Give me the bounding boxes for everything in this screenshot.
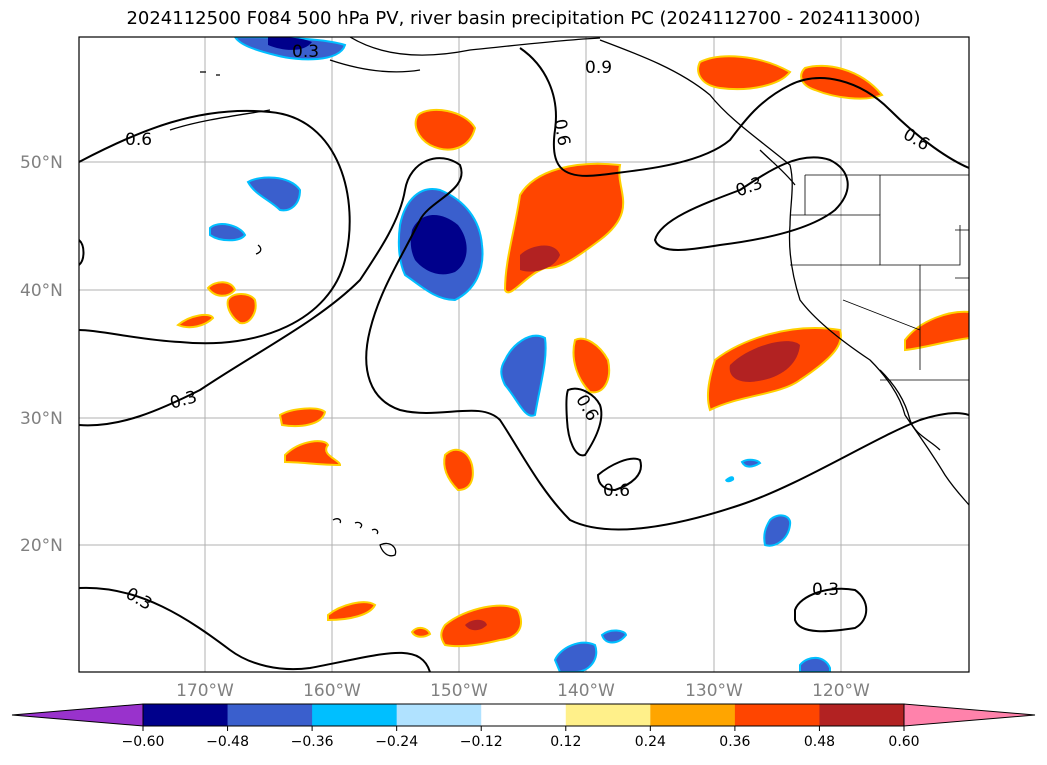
positive-region	[278, 407, 327, 428]
contour-label: 0.6	[125, 130, 152, 150]
contour-label: 0.9	[585, 58, 612, 78]
colorbar-swatch	[565, 704, 651, 726]
colorbar-tick-label: −0.60	[122, 734, 165, 750]
colorbar-tick-label: 0.12	[550, 734, 581, 750]
lat-label: 50°N	[20, 153, 63, 173]
colorbar-tick-label: 0.48	[804, 734, 835, 750]
contour-label: 0.6	[603, 481, 630, 501]
colorbar-swatch	[819, 704, 905, 726]
coastlines	[169, 37, 969, 557]
colorbar-swatch	[143, 704, 229, 726]
colorbar-tick-label: 0.36	[719, 734, 750, 750]
negative-region	[799, 656, 831, 672]
colorbar-swatch	[650, 704, 736, 726]
lon-label: 160°W	[303, 681, 361, 701]
positive-region	[904, 310, 969, 352]
negative-region	[268, 37, 312, 50]
negative-region	[740, 458, 762, 468]
positive-region	[284, 440, 342, 467]
positive-region	[465, 619, 487, 631]
pv-contours	[79, 47, 969, 672]
positive-region	[226, 293, 257, 325]
positive-region	[176, 313, 215, 329]
positive-region	[414, 108, 477, 151]
colorbar-extend-low	[11, 703, 144, 727]
positive-region	[697, 55, 792, 91]
contour-label: 0.3	[292, 42, 319, 62]
map-frame	[78, 36, 970, 673]
positive-region	[520, 245, 560, 272]
lat-label: 30°N	[20, 409, 63, 429]
negative-region	[246, 176, 302, 212]
contour-label: 0.3	[812, 580, 839, 600]
map-title: 2024112500 F084 500 hPa PV, river basin …	[126, 8, 921, 29]
positive-region	[729, 341, 800, 382]
state-borders	[790, 174, 969, 381]
positive-region	[410, 626, 432, 638]
lon-label: 120°W	[812, 681, 870, 701]
colorbar-tick-label: −0.48	[206, 734, 249, 750]
colorbar-swatch	[734, 704, 820, 726]
colorbar-swatch	[312, 704, 398, 726]
longitude-labels: 170°W 160°W 150°W 140°W 130°W 120°W	[176, 681, 870, 701]
contour-label: 0.6	[549, 117, 573, 147]
colorbar-tick-label: −0.36	[291, 734, 334, 750]
colorbar-extend-high	[903, 703, 1036, 727]
colorbar-swatch	[396, 704, 482, 726]
lon-label: 130°W	[685, 681, 743, 701]
gridlines	[79, 37, 969, 672]
colorbar: −0.60 −0.48 −0.36 −0.24 −0.12 0.12 0.24 0.36 0.4…	[11, 703, 1036, 750]
negative-region	[410, 214, 467, 275]
lon-label: 170°W	[176, 681, 234, 701]
negative-region	[500, 334, 547, 417]
lat-label: 20°N	[20, 536, 63, 556]
colorbar-tick-label: −0.12	[460, 734, 503, 750]
positive-region	[443, 448, 474, 492]
lon-label: 140°W	[557, 681, 615, 701]
latitude-labels: 50°N 40°N 30°N 20°N	[20, 153, 63, 556]
negative-region	[600, 629, 628, 644]
positive-region	[327, 601, 377, 622]
positive-anomaly-regions	[176, 55, 969, 648]
colorbar-swatch	[227, 704, 313, 726]
colorbar-tick-label: 0.60	[888, 734, 919, 750]
lat-label: 40°N	[20, 281, 63, 301]
lon-label: 150°W	[430, 681, 488, 701]
negative-region	[763, 514, 792, 547]
negative-region	[725, 476, 735, 483]
negative-anomaly-regions	[209, 37, 831, 672]
positive-region	[572, 337, 610, 394]
negative-region	[209, 223, 247, 242]
positive-region	[206, 281, 237, 297]
colorbar-swatch	[481, 704, 567, 726]
colorbar-tick-label: −0.24	[375, 734, 418, 750]
colorbar-outline	[142, 703, 905, 727]
colorbar-tick-label: 0.24	[635, 734, 666, 750]
